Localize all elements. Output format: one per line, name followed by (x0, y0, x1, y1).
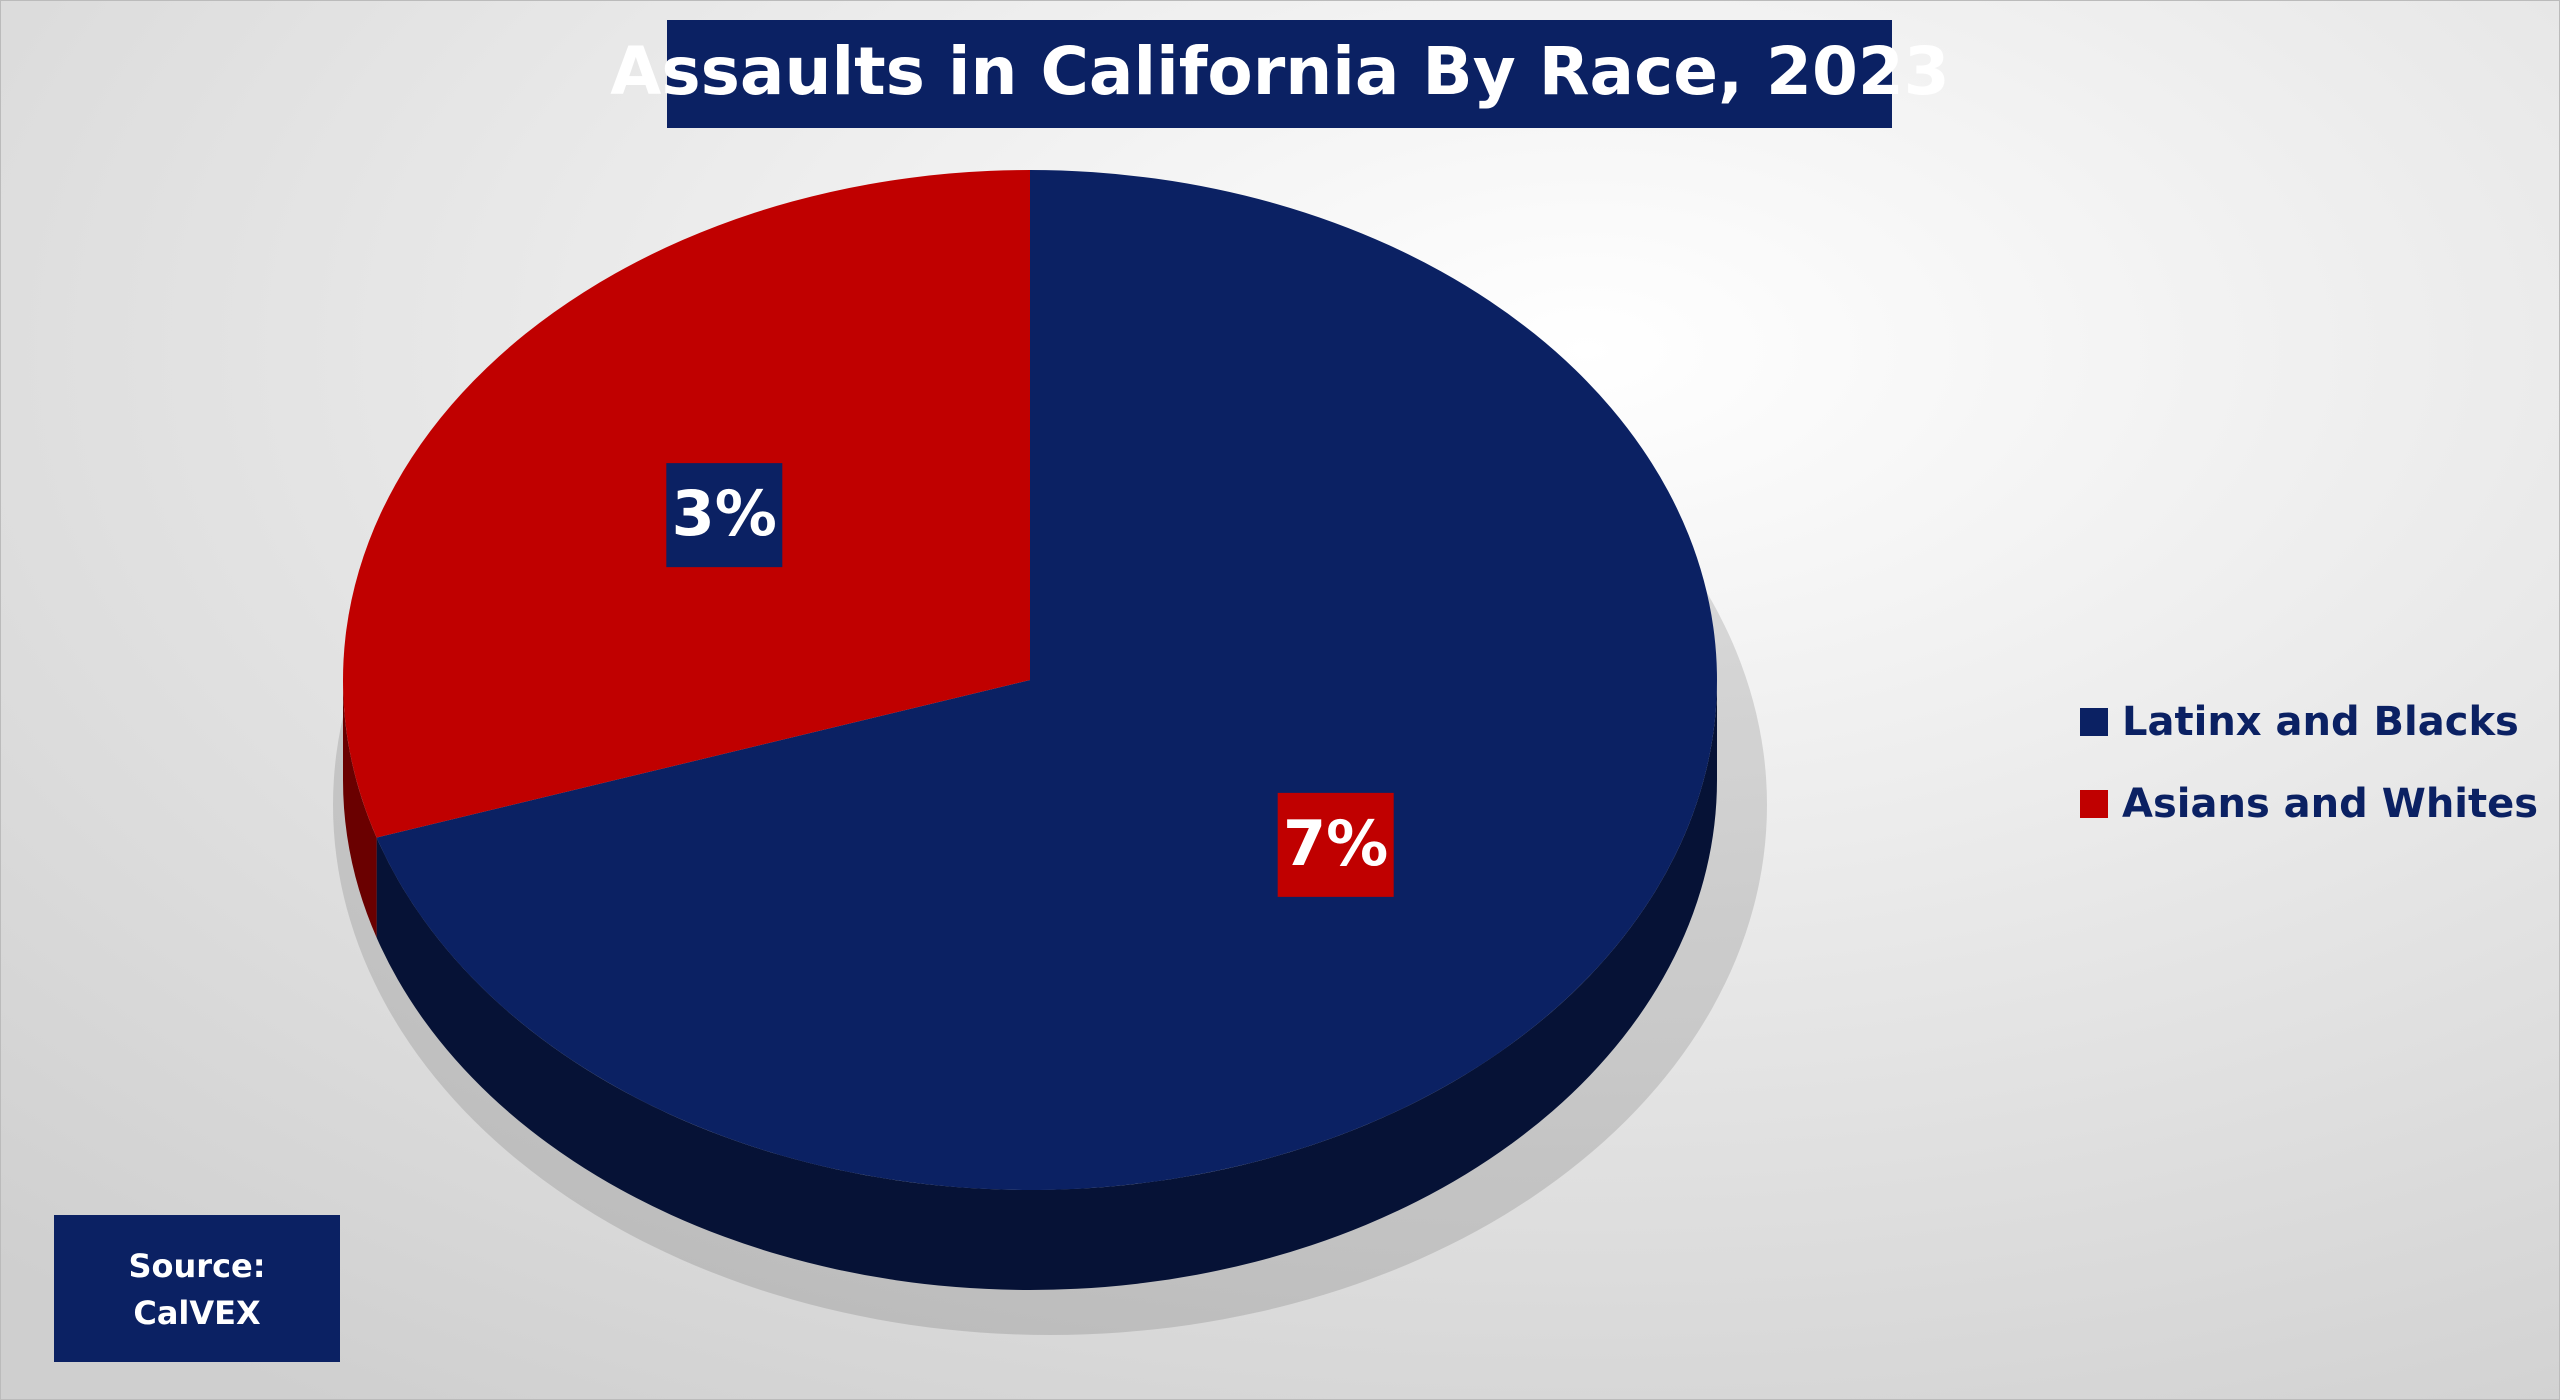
value-label-box (1277, 792, 1394, 897)
title-box (667, 20, 1892, 128)
legend-swatch (2080, 708, 2108, 736)
legend-label: Asians and Whites (2122, 781, 2538, 827)
value-label-box (666, 463, 783, 568)
chart-title: Assaults in California By Race, 2023 (610, 33, 1949, 110)
value-label: 3% (672, 477, 777, 550)
slice-side (376, 680, 1718, 1291)
pie-slice (376, 170, 1717, 1190)
value-label: 7% (1283, 807, 1388, 880)
legend-label: Latinx and Blacks (2122, 699, 2519, 745)
slice-side (343, 680, 377, 938)
source-text: CalVEX (133, 1294, 261, 1332)
source-box (54, 1215, 340, 1362)
legend-swatch (2080, 790, 2108, 818)
source-label: Source: (128, 1247, 265, 1285)
